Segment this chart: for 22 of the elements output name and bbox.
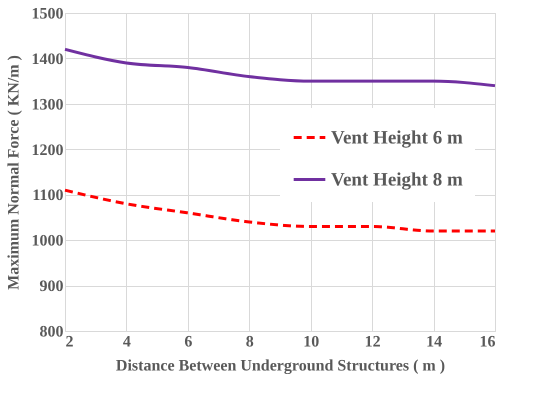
y-tick-label: 1200	[32, 142, 64, 159]
x-tick-label: 6	[184, 334, 192, 350]
legend-label: Vent Height 6 m	[331, 128, 463, 148]
x-tick-label: 10	[303, 334, 320, 350]
legend-label: Vent Height 8 m	[331, 170, 463, 190]
x-tick-label: 2	[66, 334, 74, 350]
y-tick-label: 1100	[32, 187, 64, 204]
y-tick-label: 1300	[32, 96, 64, 114]
x-axis-title: Distance Between Underground Structures ( m )	[116, 358, 446, 374]
line-series	[64, 48, 496, 88]
x-tick-label: 4	[122, 334, 131, 350]
y-tick-label: 800	[40, 324, 64, 340]
x-tick-label: 14	[426, 334, 442, 350]
y-tick-label: 900	[40, 278, 64, 296]
line-series	[64, 188, 496, 233]
y-tick-label: 1400	[32, 50, 64, 68]
x-tick-label: 12	[364, 334, 381, 350]
y-tick-label: 1000	[32, 232, 64, 250]
x-tick-label: 16	[480, 334, 496, 350]
y-tick-label: 1500	[32, 6, 64, 22]
y-axis-title: Maximum Normal Force ( KN/m )	[6, 55, 22, 290]
x-tick-label: 8	[246, 334, 254, 350]
